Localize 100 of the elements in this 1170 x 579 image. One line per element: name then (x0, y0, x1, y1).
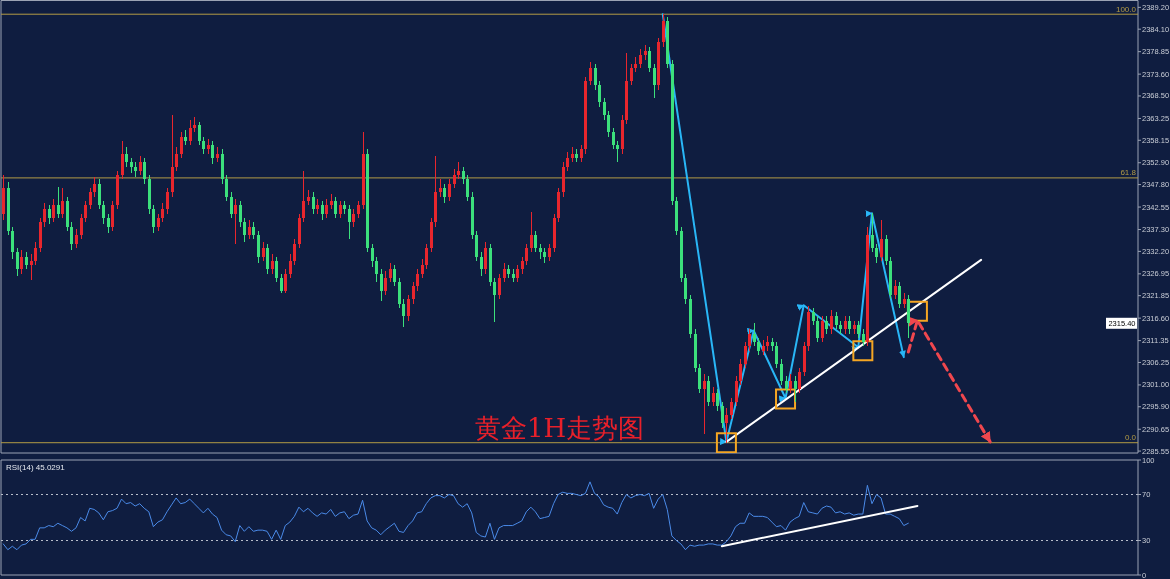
candlestick (175, 146, 178, 172)
candlestick (794, 375, 797, 403)
candlestick (20, 249, 23, 275)
candlestick (484, 241, 487, 275)
candlestick (725, 407, 728, 444)
point (852, 340, 874, 362)
candlestick (748, 328, 751, 352)
candlestick (589, 61, 592, 86)
candlestick (721, 401, 724, 429)
candlestick (43, 202, 46, 228)
candlestick (885, 234, 888, 266)
candlestick (639, 48, 642, 69)
candlestick (475, 230, 478, 262)
candlestick (880, 219, 883, 262)
candlestick (139, 155, 142, 176)
candlestick (284, 268, 287, 294)
candlestick (243, 217, 246, 243)
candlestick (739, 358, 742, 386)
candlestick (775, 341, 778, 369)
candlestick (744, 341, 747, 369)
candlestick (898, 281, 901, 309)
candlestick (166, 187, 169, 215)
candlestick (753, 322, 756, 347)
candlestick (425, 243, 428, 270)
candlestick (448, 178, 451, 202)
candlestick (189, 119, 192, 146)
candlestick (48, 204, 51, 225)
candlestick (102, 200, 105, 225)
candlestick (648, 46, 651, 73)
candlestick (466, 174, 469, 202)
candlestick (530, 211, 533, 253)
candlestick (875, 243, 878, 264)
candlestick (389, 262, 392, 283)
candlestick (61, 187, 64, 219)
candlestick (302, 170, 305, 223)
candlestick (321, 200, 324, 221)
candlestick (393, 264, 396, 287)
candlestick (380, 268, 383, 302)
candlestick (30, 253, 33, 281)
candlestick (161, 202, 164, 223)
candlestick (125, 146, 128, 168)
candlestick (16, 247, 19, 277)
candlestick (616, 140, 619, 163)
candlestick (712, 386, 715, 407)
candlestick (211, 140, 214, 165)
candlestick (821, 315, 824, 343)
candlestick (525, 243, 528, 266)
candlestick (248, 219, 251, 240)
candlestick (348, 204, 351, 240)
candlestick (871, 212, 874, 253)
candlestick (325, 198, 328, 219)
candlestick (152, 204, 155, 234)
candlestick (534, 230, 537, 253)
chart-title: RSI(14) 45.0291 (6, 463, 66, 472)
candlestick (798, 367, 801, 394)
candlestick (412, 281, 415, 305)
candlestick (453, 168, 456, 189)
candlestick (907, 294, 910, 339)
ref-line-label: 61.8 (1120, 168, 1137, 178)
candlestick (421, 258, 424, 279)
candlestick (266, 243, 269, 275)
candlestick (698, 363, 701, 394)
candlestick (371, 243, 374, 268)
candlestick (480, 251, 483, 277)
candlestick (566, 151, 569, 172)
candlestick (11, 226, 14, 260)
candlestick (89, 187, 92, 210)
candlestick (894, 279, 897, 300)
candlestick (503, 262, 506, 283)
candlestick (80, 213, 83, 240)
candlestick (57, 186, 60, 219)
candlestick (198, 121, 201, 146)
candlestick (75, 228, 78, 249)
candlestick (293, 238, 296, 266)
ref-line-label: 100.0 (1115, 4, 1137, 14)
candlestick (239, 200, 242, 228)
text: 黄金1H走势图 (475, 413, 645, 443)
ref-line-label: 0.0 (1124, 433, 1137, 443)
candlestick (384, 270, 387, 296)
candlestick (498, 273, 501, 300)
candlestick (730, 397, 733, 420)
candlestick (443, 183, 446, 204)
candlestick (230, 191, 233, 219)
candlestick (111, 200, 114, 232)
candlestick (52, 198, 55, 223)
candlestick (684, 273, 687, 305)
line-series (2, 481, 909, 551)
candlestick (280, 273, 283, 294)
candlestick (662, 13, 665, 48)
candlestick (84, 200, 87, 223)
candlestick (594, 63, 597, 91)
candlestick (653, 63, 656, 99)
candlestick (143, 157, 146, 185)
candlestick (607, 110, 610, 138)
candlestick (398, 277, 401, 309)
candlestick (375, 256, 378, 283)
candlestick (789, 373, 792, 394)
candlestick (416, 268, 419, 292)
candlestick (262, 241, 265, 262)
candlestick (312, 191, 315, 215)
